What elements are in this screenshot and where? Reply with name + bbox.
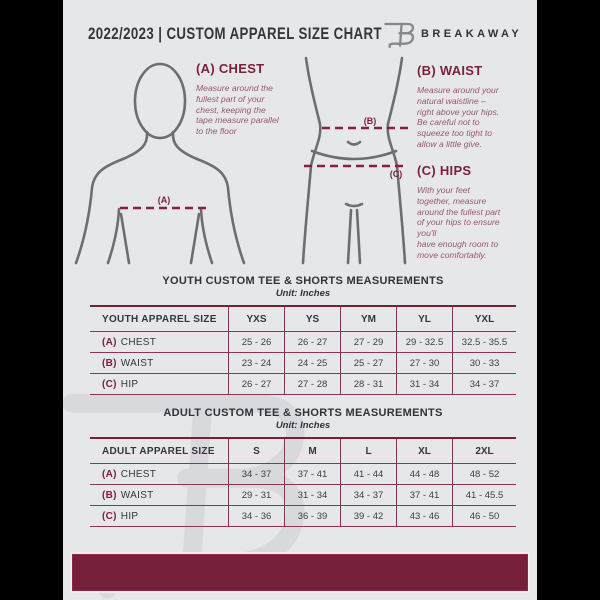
table-row: (C) HIP 26 - 27 27 - 28 28 - 31 31 - 34 …: [90, 374, 516, 395]
waist-guide-title: (B) WAIST: [417, 63, 483, 78]
value-cell: 32.5 - 35.5: [452, 332, 516, 352]
value-cell: 31 - 34: [284, 485, 340, 505]
col-header-2xl: 2XL: [452, 439, 516, 463]
value-cell: 41 - 45.5: [452, 485, 516, 505]
chest-guide-title: (A) CHEST: [196, 61, 265, 76]
breakaway-b-logo-icon: [380, 14, 417, 51]
adult-size-col-header: ADULT APPAREL SIZE: [102, 445, 215, 457]
hips-figure-outline: [301, 56, 407, 265]
value-cell: 43 - 46: [396, 506, 452, 526]
col-header-ys: YS: [284, 307, 340, 331]
waist-guide-description: Measure around your natural waistline – …: [417, 85, 500, 149]
footer-accent-bar: [72, 554, 528, 591]
value-cell: 34 - 36: [228, 506, 284, 526]
table-row: (A) CHEST 34 - 37 37 - 41 41 - 44 44 - 4…: [90, 464, 516, 485]
table-row: (A) CHEST 25 - 26 26 - 27 27 - 29 29 - 3…: [90, 332, 516, 353]
table-row: (B) WAIST 23 - 24 24 - 25 25 - 27 27 - 3…: [90, 353, 516, 374]
value-cell: 31 - 34: [396, 374, 452, 394]
waist-marker-label: (B): [363, 116, 377, 126]
value-cell: 25 - 27: [340, 353, 396, 373]
row-label: (A) CHEST: [90, 464, 228, 484]
row-name: WAIST: [120, 357, 154, 369]
value-cell: 34 - 37: [340, 485, 396, 505]
brand-wordmark: BREAKAWAY: [421, 28, 523, 40]
col-header-yxl: YXL: [452, 307, 516, 331]
row-label: (C) HIP: [90, 506, 228, 526]
youth-table-unit: Unit: Inches: [275, 288, 331, 299]
row-label: (B) WAIST: [90, 485, 228, 505]
row-prefix: (C): [102, 510, 117, 522]
body-measurement-diagram: [74, 56, 411, 265]
waist-guide-section: (B) WAIST Measure around your natural wa…: [417, 63, 537, 150]
youth-size-col-header: YOUTH APPAREL SIZE: [102, 313, 217, 325]
row-label: (C) HIP: [90, 374, 228, 394]
value-cell: 26 - 27: [284, 332, 340, 352]
table-row: (B) WAIST 29 - 31 31 - 34 34 - 37 37 - 4…: [90, 485, 516, 506]
col-header-yl: YL: [396, 307, 452, 331]
table-header-row: ADULT APPAREL SIZE S M L XL 2XL: [90, 439, 516, 464]
hips-guide-description: With your feet together, measure around …: [417, 185, 501, 260]
value-cell: 29 - 32.5: [396, 332, 452, 352]
row-name: HIP: [120, 510, 139, 522]
hips-guide-title: (C) HIPS: [417, 163, 472, 178]
adult-table-unit: Unit: Inches: [275, 420, 331, 431]
value-cell: 48 - 52: [452, 464, 516, 484]
value-cell: 46 - 50: [452, 506, 516, 526]
chest-guide-description: Measure around the fullest part of your …: [196, 83, 279, 137]
value-cell: 23 - 24: [228, 353, 284, 373]
page-title: 2022/2023 | CUSTOM APPAREL SIZE CHART: [88, 24, 382, 43]
adult-table-title: ADULT CUSTOM TEE & SHORTS MEASUREMENTS: [163, 407, 443, 419]
value-cell: 36 - 39: [284, 506, 340, 526]
value-cell: 29 - 31: [228, 485, 284, 505]
table-header-row: YOUTH APPAREL SIZE YXS YS YM YL YXL: [90, 307, 516, 332]
row-prefix: (A): [102, 336, 117, 348]
youth-table-title: YOUTH CUSTOM TEE & SHORTS MEASUREMENTS: [162, 275, 444, 287]
col-header-yxs: YXS: [228, 307, 284, 331]
value-cell: 37 - 41: [396, 485, 452, 505]
value-cell: 25 - 26: [228, 332, 284, 352]
adult-size-table: ADULT APPAREL SIZE S M L XL 2XL (A) CHES…: [90, 437, 516, 527]
hips-marker-label: (C): [389, 169, 403, 179]
value-cell: 34 - 37: [452, 374, 516, 394]
row-prefix: (B): [102, 489, 117, 501]
row-label: (A) CHEST: [90, 332, 228, 352]
value-cell: 37 - 41: [284, 464, 340, 484]
row-name: HIP: [120, 378, 139, 390]
row-prefix: (B): [102, 357, 117, 369]
row-label: (B) WAIST: [90, 353, 228, 373]
torso-figure-outline: [74, 62, 246, 265]
value-cell: 26 - 27: [228, 374, 284, 394]
youth-size-table: YOUTH APPAREL SIZE YXS YS YM YL YXL (A) …: [90, 305, 516, 395]
row-name: WAIST: [120, 489, 154, 501]
col-header-m: M: [284, 439, 340, 463]
value-cell: 34 - 37: [228, 464, 284, 484]
col-header-l: L: [340, 439, 396, 463]
size-chart-poster: 2022/2023 | CUSTOM APPAREL SIZE CHART BR…: [63, 0, 537, 600]
hips-guide-section: (C) HIPS With your feet together, measur…: [417, 163, 537, 261]
col-header-xl: XL: [396, 439, 452, 463]
value-cell: 44 - 48: [396, 464, 452, 484]
value-cell: 41 - 44: [340, 464, 396, 484]
col-header-ym: YM: [340, 307, 396, 331]
row-name: CHEST: [120, 468, 157, 480]
table-row: (C) HIP 34 - 36 36 - 39 39 - 42 43 - 46 …: [90, 506, 516, 527]
value-cell: 27 - 30: [396, 353, 452, 373]
value-cell: 24 - 25: [284, 353, 340, 373]
row-prefix: (A): [102, 468, 117, 480]
chest-guide-section: (A) CHEST Measure around the fullest par…: [196, 61, 314, 137]
row-name: CHEST: [120, 336, 157, 348]
value-cell: 28 - 31: [340, 374, 396, 394]
value-cell: 27 - 29: [340, 332, 396, 352]
value-cell: 27 - 28: [284, 374, 340, 394]
col-header-s: S: [228, 439, 284, 463]
value-cell: 39 - 42: [340, 506, 396, 526]
value-cell: 30 - 33: [452, 353, 516, 373]
chest-marker-label: (A): [157, 195, 171, 205]
row-prefix: (C): [102, 378, 117, 390]
